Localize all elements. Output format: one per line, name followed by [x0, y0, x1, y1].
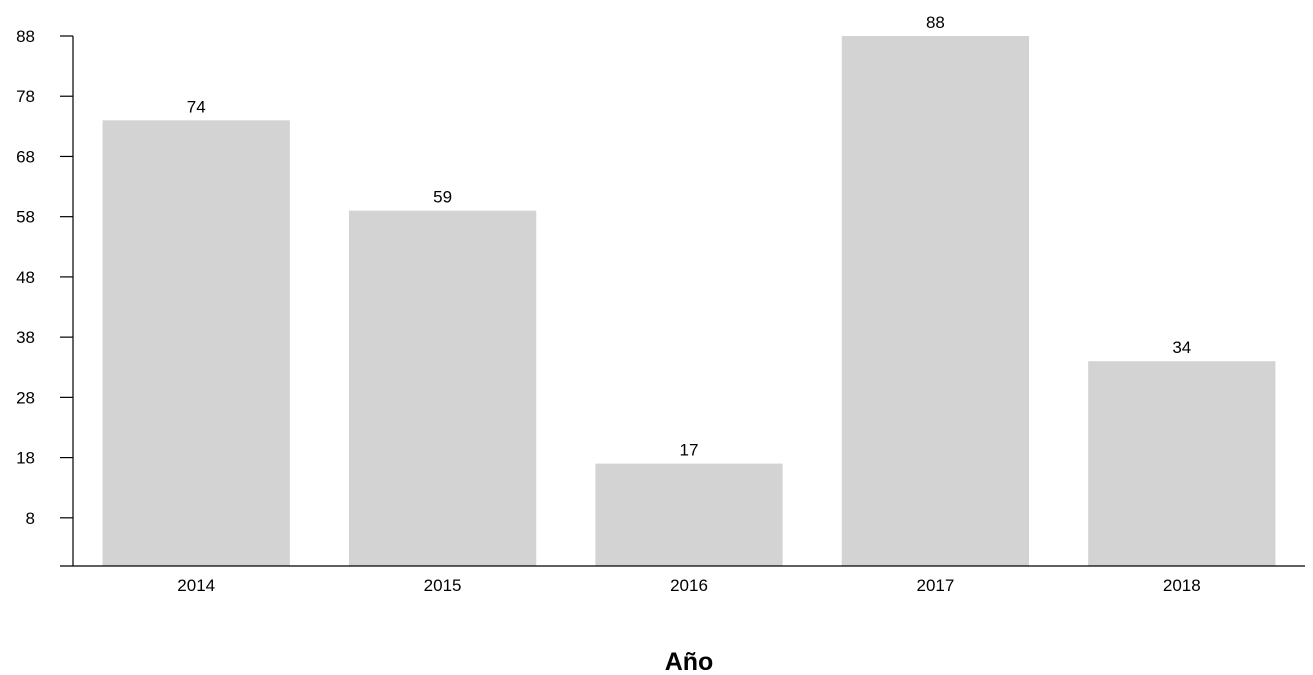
y-tick-label-68: 68 [16, 147, 35, 166]
data-label-2015: 59 [433, 188, 452, 207]
data-label-2014: 74 [187, 97, 206, 116]
y-tick-label-78: 78 [16, 87, 35, 106]
data-label-2018: 34 [1172, 338, 1191, 357]
x-tick-label-2015: 2015 [424, 576, 462, 595]
y-tick-label-48: 48 [16, 268, 35, 287]
bar-2017 [841, 36, 1030, 566]
y-tick-label-38: 38 [16, 328, 35, 347]
x-axis-title: Año [665, 648, 714, 675]
y-tick-label-58: 58 [16, 208, 35, 227]
data-label-2016: 17 [680, 441, 699, 460]
bars-layer [102, 36, 1276, 567]
bar-2014 [102, 120, 290, 567]
y-tick-label-28: 28 [16, 388, 35, 407]
y-tick-label-88: 88 [16, 27, 35, 46]
x-tick-label-2014: 2014 [177, 576, 215, 595]
y-tick-label-8: 8 [26, 509, 35, 528]
bar-2015 [348, 210, 537, 566]
bar-2018 [1088, 361, 1276, 566]
y-tick-label-18: 18 [16, 449, 35, 468]
x-tick-label-2018: 2018 [1163, 576, 1201, 595]
data-label-2017: 88 [926, 13, 945, 32]
y-axis: 8 18 28 38 48 58 68 78 88 [16, 27, 74, 566]
x-axis: 2014 2015 2016 2017 2018 [60, 565, 1305, 595]
bar-2016 [595, 463, 783, 566]
x-tick-label-2016: 2016 [670, 576, 708, 595]
data-labels-layer: 74 59 17 88 34 [187, 13, 1192, 460]
x-tick-label-2017: 2017 [916, 576, 954, 595]
